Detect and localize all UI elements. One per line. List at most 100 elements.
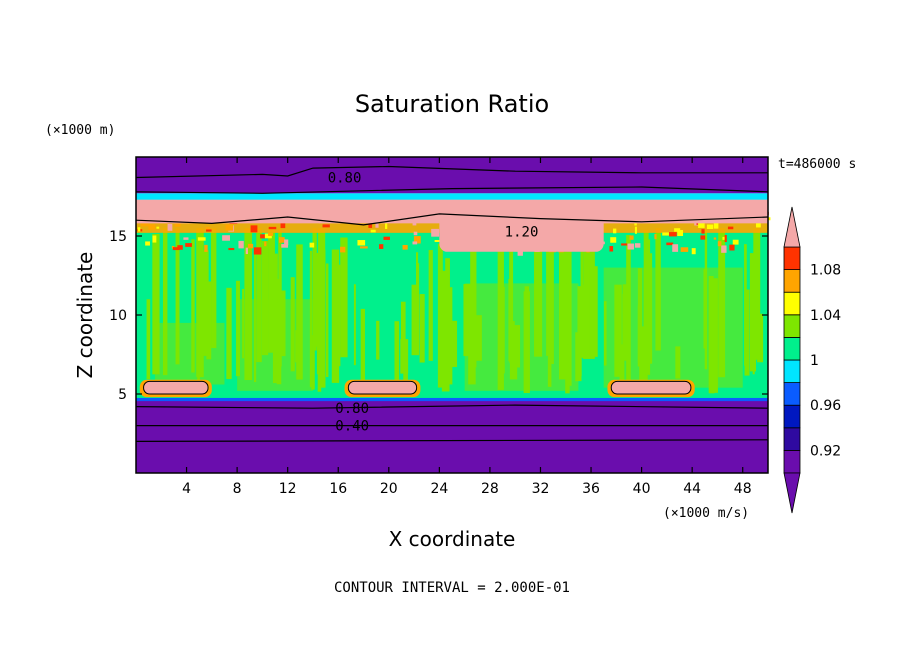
speckle	[156, 226, 160, 229]
colorbar-tick-label: 1.04	[810, 308, 841, 324]
plume-region	[154, 322, 225, 385]
plume-region	[437, 243, 443, 388]
speckle	[677, 229, 684, 236]
speckle	[413, 236, 421, 244]
speckle	[145, 241, 150, 246]
colorbar-tick-label: 1	[810, 353, 819, 369]
x-tick-label: 20	[380, 481, 398, 497]
speckle	[627, 243, 635, 250]
plume-region	[162, 228, 168, 376]
plume-region	[411, 284, 419, 356]
y-tick-label: 10	[109, 308, 127, 324]
speckle	[729, 244, 735, 251]
plume-region	[353, 284, 356, 366]
y-tick-label: 5	[118, 387, 127, 403]
chart-title: Saturation Ratio	[355, 90, 549, 118]
speckle	[431, 228, 440, 237]
speckle	[621, 243, 628, 246]
x-axis-unit: (×1000 m/s)	[663, 506, 749, 521]
plume-region	[206, 281, 212, 360]
plume-region	[603, 267, 743, 388]
y-tick-label: 15	[109, 229, 127, 245]
colorbar-top-arrow	[783, 206, 801, 248]
speckle	[152, 235, 157, 243]
plume-region	[317, 339, 322, 392]
speckle	[185, 243, 192, 247]
colorbar-segment	[783, 359, 801, 384]
speckle	[634, 226, 637, 234]
x-tick-label: 32	[532, 481, 550, 497]
colorbar-tick-label: 0.96	[810, 398, 841, 414]
speckle	[148, 224, 156, 230]
speckle	[680, 247, 689, 252]
speckle	[268, 226, 277, 230]
plume-region	[325, 263, 329, 377]
colorbar-segment	[783, 427, 801, 451]
contour-label: 0.40	[335, 419, 369, 435]
speckle	[222, 235, 230, 241]
speckle	[613, 228, 617, 234]
contour-label: 0.80	[328, 171, 362, 187]
supersaturated-layer	[439, 202, 604, 252]
low-cloud-region	[610, 380, 692, 395]
speckle	[662, 232, 669, 236]
plume-region	[757, 313, 764, 363]
speckle	[691, 248, 696, 255]
speckle	[724, 234, 727, 243]
plume-region	[577, 286, 586, 358]
plume-region	[589, 243, 595, 359]
speckle	[357, 240, 366, 246]
plume-region	[340, 237, 348, 358]
speckle	[722, 236, 727, 240]
plot-area: 0.80 1.20 0.80 0.40	[135, 156, 771, 474]
colorbar: 0.92 0.96 1 1.04 1.08	[783, 206, 841, 514]
plume-region	[211, 264, 215, 347]
speckle	[204, 244, 208, 252]
speckle	[250, 225, 258, 233]
plume-region	[311, 335, 315, 390]
contour-label: 0.80	[335, 401, 369, 417]
speckle	[205, 227, 210, 231]
plume-region	[256, 228, 262, 363]
colorbar-tick-label: 0.92	[810, 443, 841, 459]
plume-region	[394, 321, 400, 394]
x-tick-label: 4	[182, 481, 191, 497]
speckle	[756, 222, 761, 228]
colorbar-bottom-arrow	[783, 472, 801, 514]
time-label: t=486000 s	[778, 157, 856, 172]
speckle	[167, 223, 173, 231]
contour-line	[135, 404, 769, 409]
y-axis-unit: (×1000 m)	[45, 123, 115, 138]
plume-region	[320, 249, 326, 388]
contour-line	[135, 165, 768, 179]
speckle	[238, 240, 244, 249]
plume-region	[744, 244, 747, 366]
speckle	[140, 222, 149, 227]
plume-region	[191, 239, 195, 373]
plume-region	[175, 228, 180, 365]
transition-layer	[136, 397, 768, 402]
speckle	[413, 231, 418, 236]
transition-layer	[136, 193, 768, 202]
speckle	[698, 220, 705, 228]
plume-region	[419, 294, 425, 363]
speckle	[253, 247, 262, 255]
speckle	[260, 234, 268, 239]
speckle	[197, 237, 206, 241]
speckle	[674, 228, 681, 232]
speckle	[280, 221, 286, 229]
contour-line	[135, 213, 769, 226]
speckle	[228, 247, 235, 251]
speckle	[174, 222, 181, 227]
plume-region	[451, 320, 458, 367]
plume-region	[146, 299, 151, 380]
x-tick-label: 36	[582, 481, 600, 497]
speckle	[137, 227, 141, 232]
field-band	[136, 400, 768, 473]
y-axis-label: Z coordinate	[73, 252, 97, 379]
speckle	[340, 246, 346, 253]
speckle	[264, 241, 267, 247]
speckle	[402, 244, 408, 250]
colorbar-segment	[783, 336, 801, 361]
